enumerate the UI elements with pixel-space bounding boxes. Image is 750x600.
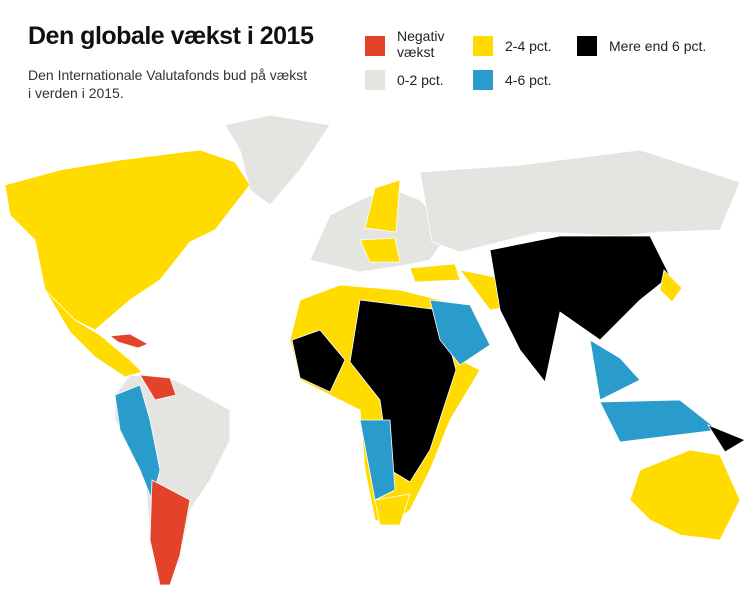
region (374, 493, 411, 526)
world-map (4, 114, 746, 586)
legend: Negativ vækst 0-2 pct. 2-4 pct. 4-6 pct.… (365, 28, 745, 98)
legend-item: 2-4 pct. (473, 36, 595, 56)
region (108, 333, 149, 349)
region (359, 237, 401, 263)
legend-label: 0-2 pct. (397, 72, 444, 88)
legend-label: Negativ vækst (397, 28, 445, 60)
region (429, 299, 491, 366)
region (149, 479, 191, 586)
map-subtitle: Den Internationale Valutafonds bud på væ… (28, 67, 308, 101)
legend-label: Mere end 6 pct. (609, 38, 707, 54)
legend-label: 4-6 pct. (505, 72, 552, 88)
region (139, 374, 177, 401)
legend-item: 4-6 pct. (473, 70, 595, 90)
region (659, 269, 683, 303)
region (44, 289, 143, 378)
legend-swatch (473, 70, 493, 90)
region (224, 114, 331, 206)
map-title: Den globale vækst i 2015 (28, 22, 314, 50)
legend-swatch (473, 36, 493, 56)
region (419, 149, 741, 253)
region (364, 179, 401, 233)
legend-item: 0-2 pct. (365, 70, 487, 90)
region (599, 399, 720, 443)
legend-label: 2-4 pct. (505, 38, 552, 54)
legend-item: Mere end 6 pct. (577, 36, 749, 56)
region (629, 449, 741, 541)
legend-swatch (577, 36, 597, 56)
region (359, 419, 396, 501)
region (707, 424, 746, 453)
region (489, 235, 671, 383)
region (409, 263, 461, 283)
region (589, 339, 641, 401)
region (4, 149, 251, 331)
region (291, 329, 346, 393)
legend-swatch (365, 70, 385, 90)
legend-swatch (365, 36, 385, 56)
legend-item: Negativ vækst (365, 28, 457, 60)
